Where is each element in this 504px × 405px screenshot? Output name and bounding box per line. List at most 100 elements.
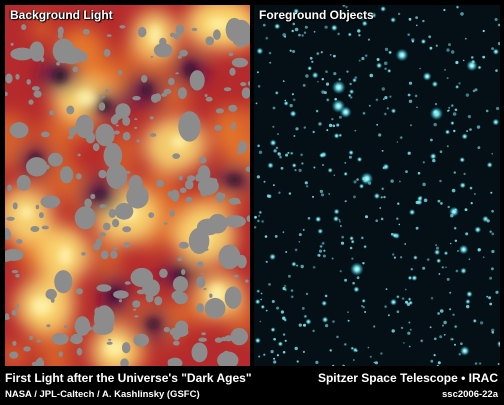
star xyxy=(491,249,495,254)
star xyxy=(458,82,461,85)
star xyxy=(260,298,263,301)
star xyxy=(268,283,271,286)
masked-region xyxy=(137,26,147,38)
star xyxy=(284,339,287,342)
star xyxy=(317,80,319,83)
star xyxy=(269,139,277,147)
masked-region xyxy=(213,29,221,40)
masked-region xyxy=(76,288,83,295)
star xyxy=(448,106,451,109)
star xyxy=(397,202,400,205)
star xyxy=(258,150,263,154)
star xyxy=(257,85,261,88)
star xyxy=(358,15,362,19)
star xyxy=(361,20,368,27)
star xyxy=(469,128,472,131)
masked-region xyxy=(16,239,23,245)
masked-region xyxy=(209,293,213,298)
star xyxy=(274,235,278,238)
star xyxy=(356,178,359,181)
star xyxy=(422,182,426,187)
masked-region xyxy=(45,288,57,300)
masked-region xyxy=(59,46,84,65)
masked-region xyxy=(177,257,183,262)
star xyxy=(346,70,349,73)
star xyxy=(428,35,432,39)
star xyxy=(256,219,261,223)
star xyxy=(383,112,388,116)
foreground-objects-label: Foreground Objects xyxy=(259,8,374,22)
masked-region xyxy=(35,358,45,366)
masked-region xyxy=(233,274,239,278)
masked-region xyxy=(136,289,146,295)
masked-region xyxy=(72,66,79,73)
star xyxy=(284,99,287,102)
star xyxy=(379,351,384,356)
star xyxy=(470,202,473,205)
star xyxy=(472,318,477,324)
star xyxy=(333,72,337,76)
star xyxy=(313,166,316,169)
star xyxy=(408,209,416,216)
star xyxy=(453,324,458,329)
star xyxy=(423,198,428,203)
masked-region xyxy=(113,290,129,299)
star xyxy=(447,205,450,209)
star xyxy=(395,48,409,62)
star xyxy=(319,189,323,193)
star xyxy=(367,346,370,349)
masked-region xyxy=(228,197,241,205)
star xyxy=(260,292,263,295)
masked-region xyxy=(195,174,201,182)
star xyxy=(439,309,444,313)
masked-region xyxy=(134,118,138,120)
masked-region xyxy=(201,332,206,336)
star xyxy=(398,223,401,226)
star xyxy=(454,343,456,346)
star xyxy=(298,240,301,243)
star xyxy=(433,122,437,127)
star xyxy=(435,44,438,47)
masked-region xyxy=(221,193,226,200)
star xyxy=(382,166,386,170)
star xyxy=(358,34,361,37)
star xyxy=(348,149,354,156)
star xyxy=(331,118,334,121)
star xyxy=(437,199,441,203)
masked-region xyxy=(133,333,149,347)
masked-region xyxy=(66,105,75,115)
masked-region xyxy=(224,286,242,309)
star xyxy=(464,208,468,212)
star xyxy=(405,170,408,174)
masked-region xyxy=(154,296,163,306)
star xyxy=(260,304,265,310)
star xyxy=(258,355,261,358)
star xyxy=(311,329,316,333)
masked-region xyxy=(228,104,238,112)
masked-region xyxy=(167,191,173,197)
masked-region xyxy=(230,327,248,346)
masked-region xyxy=(31,86,40,91)
star xyxy=(462,59,465,62)
masked-region xyxy=(210,300,218,308)
star xyxy=(381,87,385,91)
masked-region xyxy=(68,126,77,136)
star xyxy=(452,112,457,116)
star xyxy=(336,335,339,339)
star xyxy=(289,151,294,156)
star xyxy=(291,93,294,96)
star xyxy=(352,77,357,83)
star xyxy=(373,361,376,364)
star xyxy=(256,71,259,74)
star xyxy=(440,202,443,205)
star xyxy=(292,50,296,53)
star xyxy=(489,302,493,306)
star xyxy=(348,155,352,159)
star xyxy=(435,244,438,247)
star xyxy=(302,350,305,353)
star xyxy=(265,260,268,263)
masked-region xyxy=(168,77,175,86)
star xyxy=(272,125,275,128)
star xyxy=(449,242,452,245)
